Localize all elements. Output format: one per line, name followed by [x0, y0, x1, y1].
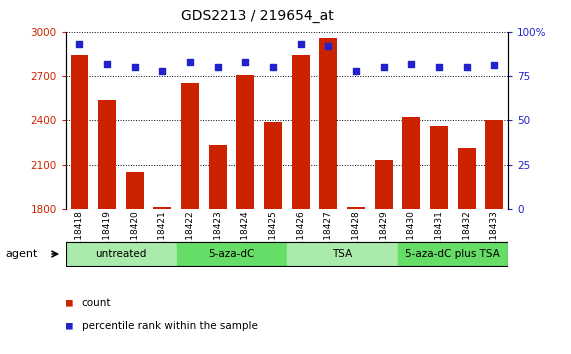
Point: [213, 64, 222, 70]
Bar: [485, 120, 504, 209]
Bar: [403, 118, 420, 209]
Bar: [66, 242, 176, 266]
Point: [324, 43, 333, 49]
Bar: [398, 242, 508, 266]
Text: percentile rank within the sample: percentile rank within the sample: [82, 321, 258, 331]
Bar: [236, 75, 255, 209]
Bar: [458, 148, 476, 209]
Bar: [98, 100, 116, 209]
Bar: [292, 56, 309, 209]
Bar: [177, 242, 287, 266]
Bar: [264, 122, 282, 209]
Text: 5-aza-dC plus TSA: 5-aza-dC plus TSA: [405, 249, 500, 259]
Text: agent: agent: [6, 249, 38, 259]
Point: [379, 64, 388, 70]
Text: count: count: [82, 298, 111, 308]
Point: [490, 63, 499, 68]
Point: [103, 61, 112, 67]
Bar: [70, 56, 89, 209]
Point: [407, 61, 416, 67]
Point: [75, 41, 84, 47]
Point: [241, 59, 250, 65]
Point: [158, 68, 167, 74]
Bar: [287, 242, 397, 266]
Bar: [154, 207, 171, 209]
Point: [130, 64, 139, 70]
Text: GDS2213 / 219654_at: GDS2213 / 219654_at: [180, 9, 333, 23]
Bar: [347, 207, 365, 209]
Bar: [209, 145, 227, 209]
Point: [435, 64, 444, 70]
Point: [296, 41, 305, 47]
Point: [186, 59, 195, 65]
Text: ■: ■: [66, 321, 73, 331]
Bar: [430, 126, 448, 209]
Text: ■: ■: [66, 298, 73, 308]
Text: untreated: untreated: [95, 249, 147, 259]
Bar: [126, 172, 144, 209]
Bar: [319, 38, 337, 209]
Text: TSA: TSA: [332, 249, 352, 259]
Text: 5-aza-dC: 5-aza-dC: [208, 249, 255, 259]
Point: [268, 64, 278, 70]
Point: [352, 68, 361, 74]
Point: [462, 64, 471, 70]
Bar: [375, 160, 393, 209]
Bar: [181, 84, 199, 209]
